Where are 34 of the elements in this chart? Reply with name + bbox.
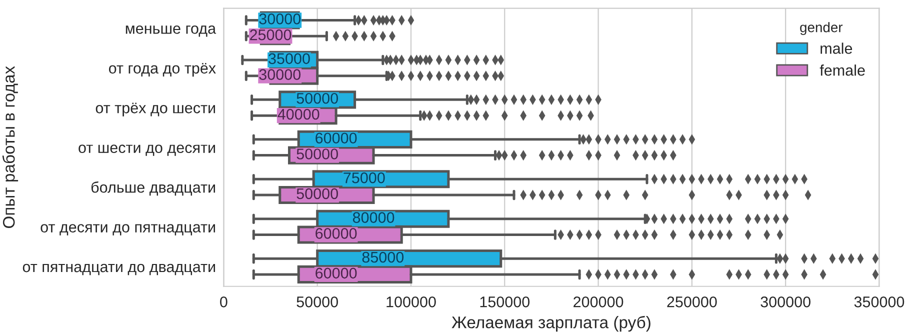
annotation: 80000: [352, 212, 394, 223]
annotation: 50000: [296, 92, 338, 104]
y-axis-title: Опыт работы в годах: [2, 66, 18, 228]
annotation: 35000: [268, 53, 310, 64]
x-tick-label: 300000: [760, 296, 810, 308]
annotation: 60000: [316, 268, 357, 279]
annotation: 40000: [278, 108, 320, 120]
annotation: 85000: [362, 252, 404, 263]
x-tick-label: 350000: [854, 296, 904, 308]
x-tick-label: 100000: [386, 296, 436, 308]
annotation: 60000: [316, 132, 357, 144]
annotation: 50000: [296, 188, 338, 200]
x-axis-title: Желаемая зарплата (руб): [452, 316, 650, 332]
annotation: 30000: [259, 14, 301, 24]
x-tick-label: 50000: [296, 296, 338, 308]
annotation: 30000: [259, 69, 301, 80]
legend-label: female: [820, 64, 865, 76]
y-tick-label: от года до трёх: [108, 62, 216, 77]
y-tick-label: от пятнадцати до двадцати: [22, 264, 215, 276]
x-tick-label: 0: [220, 296, 228, 308]
x-tick-label: 250000: [667, 296, 717, 308]
annotation: 75000: [344, 172, 385, 184]
x-tick-label: 200000: [574, 296, 624, 308]
y-tick-label: меньше года: [126, 26, 216, 37]
y-tick-label: от трёх до шести: [96, 102, 215, 116]
legend-title: gender: [800, 22, 843, 36]
x-tick-label: 150000: [480, 296, 530, 308]
y-tick-label: больше двадцати: [91, 181, 215, 196]
legend-label: male: [820, 42, 852, 54]
y-tick-label: от десяти до пятнадцати: [40, 224, 215, 236]
y-tick-label: от шести до десяти: [78, 144, 215, 156]
annotation: 25000: [250, 29, 292, 40]
annotation: 60000: [316, 228, 357, 239]
annotation: 50000: [296, 148, 338, 160]
